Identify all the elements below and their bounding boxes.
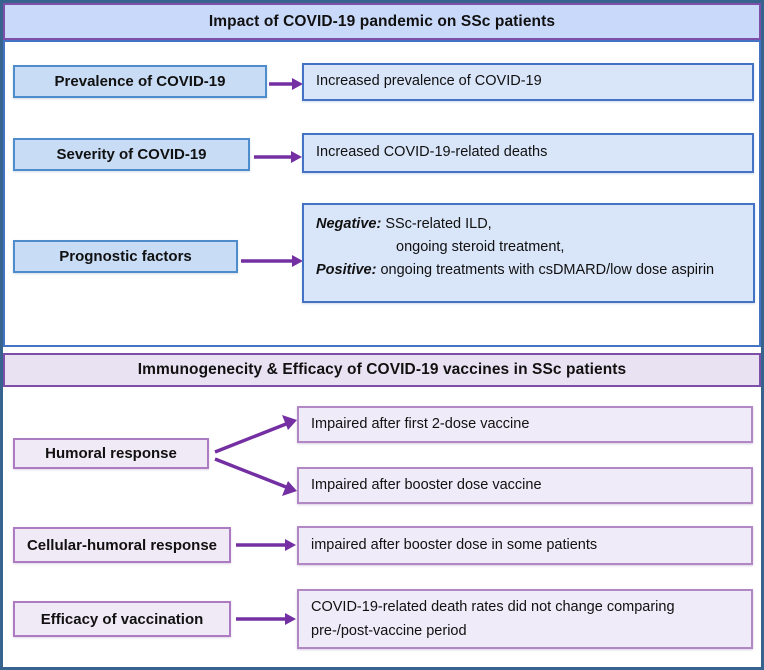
prognostic-result-box: Negative: SSc-related ILD, ongoing stero… (302, 203, 755, 303)
severity-label-box: Severity of COVID-19 (13, 138, 250, 171)
cellular-result-box: impaired after booster dose in some pati… (297, 526, 753, 565)
panel1-title: Impact of COVID-19 pandemic on SSc patie… (208, 12, 556, 30)
cellular-label: Cellular-humoral response (26, 536, 218, 554)
arrow-right-icon (269, 78, 303, 90)
panel2-header: Immunogenecity & Efficacy of COVID-19 va… (3, 353, 761, 387)
prognostic-negative-line: Negative: SSc-related ILD, (316, 213, 741, 236)
efficacy-label-box: Efficacy of vaccination (13, 601, 231, 637)
arrow-right-icon (254, 151, 302, 163)
humoral-result1-box: Impaired after first 2-dose vaccine (297, 406, 753, 443)
prognostic-label-box: Prognostic factors (13, 240, 238, 273)
humoral-label: Humoral response (45, 445, 177, 462)
efficacy-result: COVID-19-related death rates did not cha… (311, 599, 675, 639)
severity-result: Increased COVID-19-related deaths (316, 144, 548, 161)
humoral-result2-box: Impaired after booster dose vaccine (297, 467, 753, 504)
panel2-title: Immunogenecity & Efficacy of COVID-19 va… (137, 361, 627, 378)
severity-result-box: Increased COVID-19-related deaths (302, 133, 754, 173)
prevalence-result: Increased prevalence of COVID-19 (316, 73, 542, 90)
efficacy-label: Efficacy of vaccination (40, 610, 204, 628)
prognostic-label: Prognostic factors (59, 248, 192, 265)
prognostic-positive-line: Positive: ongoing treatments with csDMAR… (316, 259, 741, 282)
humoral-label-box: Humoral response (13, 438, 209, 469)
humoral-result1: Impaired after first 2-dose vaccine (311, 415, 530, 432)
negative-item1: SSc-related ILD, (385, 216, 492, 232)
cellular-result: impaired after booster dose in some pati… (311, 536, 598, 553)
severity-label: Severity of COVID-19 (56, 146, 207, 163)
humoral-result2: Impaired after booster dose vaccine (311, 476, 542, 493)
positive-text: ongoing treatments with csDMARD/low dose… (380, 262, 715, 278)
prevalence-result-box: Increased prevalence of COVID-19 (302, 63, 754, 101)
efficacy-result-box: COVID-19-related death rates did not cha… (297, 589, 753, 649)
diverging-arrows-icon (214, 415, 297, 496)
arrow-right-icon (236, 613, 296, 625)
prevalence-label: Prevalence of COVID-19 (54, 73, 226, 90)
positive-label: Positive: (316, 262, 381, 278)
negative-item2: ongoing steroid treatment, (396, 239, 565, 255)
negative-label: Negative: (316, 216, 386, 232)
arrow-right-icon (241, 255, 303, 267)
panel1-header: Impact of COVID-19 pandemic on SSc patie… (3, 3, 761, 40)
cellular-label-box: Cellular-humoral response (13, 527, 231, 563)
arrow-right-icon (236, 539, 296, 551)
prevalence-label-box: Prevalence of COVID-19 (13, 65, 267, 98)
